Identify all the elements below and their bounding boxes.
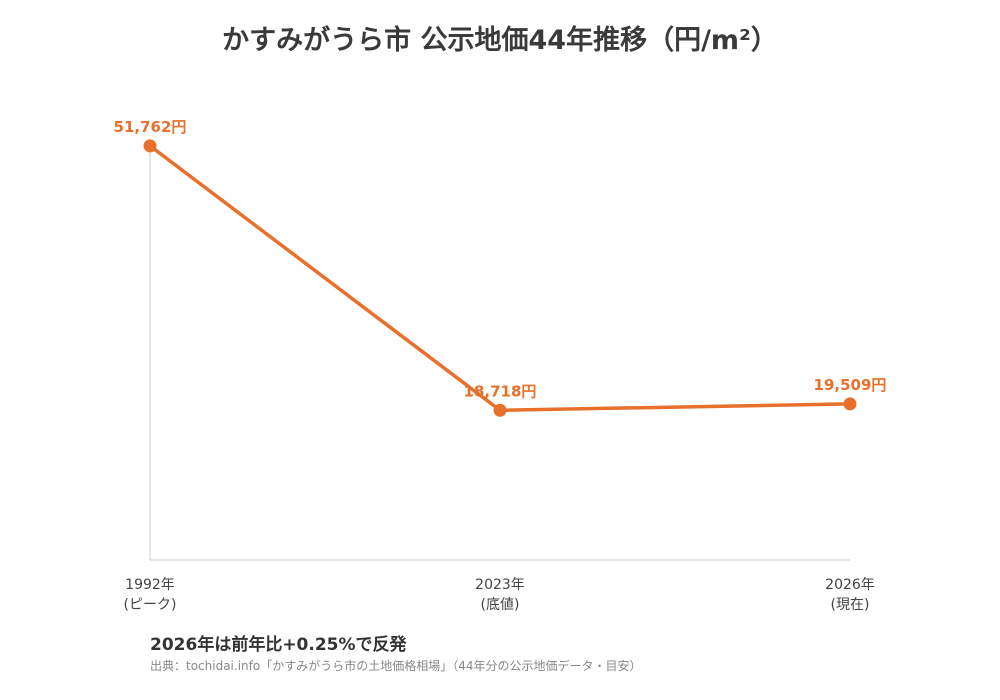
summary-note: 2026年は前年比+0.25%で反発 xyxy=(150,635,407,655)
source-note: 出典：tochidai.info「かすみがうら市の土地価格相場」（44年分の公示… xyxy=(150,659,642,673)
data-label: 18,718円 xyxy=(464,382,537,400)
x-tick-label: 2026年 xyxy=(825,577,875,593)
x-tick-label: (現在) xyxy=(831,597,870,613)
data-point xyxy=(143,139,157,153)
chart-marks: 51,762円 1992年 (ピーク) 18,718円 2023年 (底値) 19,509円… xyxy=(114,118,887,613)
x-tick-label: (ピーク) xyxy=(124,597,177,613)
chart-title: かすみがうら市 公示地価44年推移（円/m²） xyxy=(222,25,778,56)
data-label: 19,509円 xyxy=(814,376,887,394)
data-point xyxy=(493,403,507,417)
data-label: 51,762円 xyxy=(114,118,187,136)
series-line xyxy=(148,144,851,413)
x-tick-label: 1992年 xyxy=(125,577,175,593)
x-tick-label: 2023年 xyxy=(475,577,525,593)
data-point xyxy=(843,397,857,411)
x-tick-label: (底値) xyxy=(481,597,520,613)
